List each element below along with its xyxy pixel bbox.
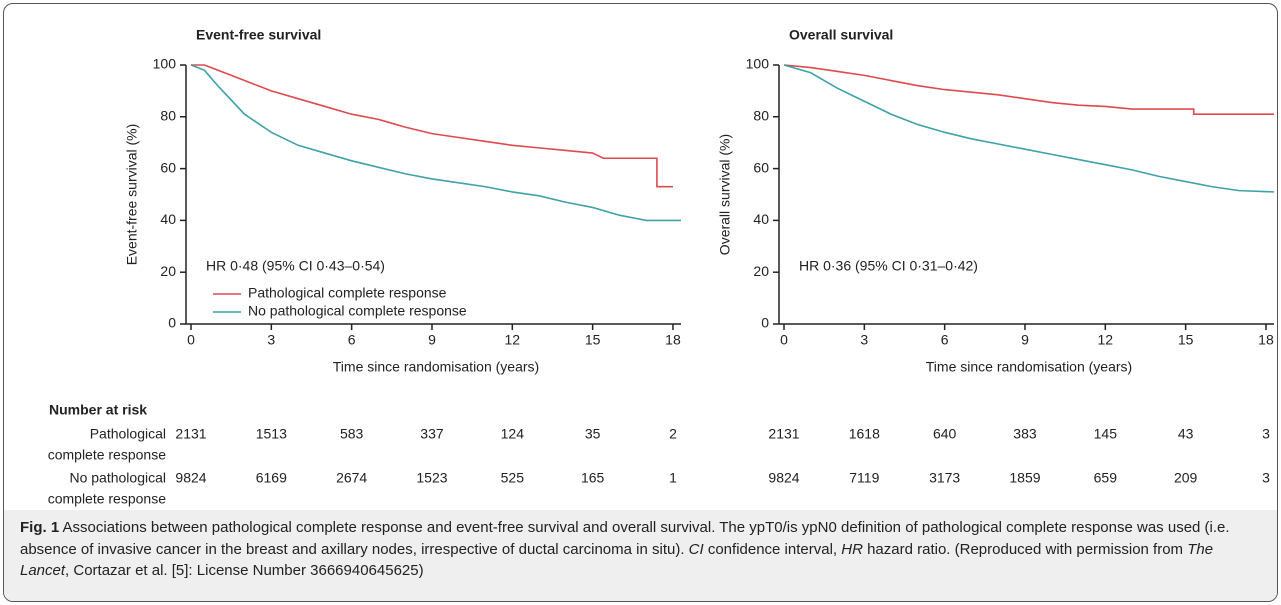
annotation: HR 0·36 (95% CI 0·31–0·42): [799, 258, 978, 274]
survival-curve: [783, 64, 1275, 193]
chart-title: Event-free survival: [196, 27, 321, 43]
risk-count: 1618: [849, 426, 880, 442]
risk-count: 145: [1094, 426, 1118, 442]
risk-count: 383: [1013, 426, 1037, 442]
caption-text: HR: [841, 540, 863, 558]
x-tick-label: 0: [780, 332, 788, 348]
y-tick-label: 80: [753, 108, 769, 124]
risk-count: 1523: [416, 470, 447, 486]
legend-label: No pathological complete response: [248, 303, 467, 319]
risk-count: 659: [1094, 470, 1118, 486]
risk-count: 7119: [849, 470, 879, 486]
caption-text: confidence interval,: [703, 540, 842, 558]
y-tick-label: 60: [753, 159, 769, 175]
risk-count: 2131: [175, 426, 206, 442]
risk-row-label: No pathological: [69, 470, 166, 486]
y-tick-label: 100: [153, 56, 177, 72]
x-axis-label: Time since randomisation (years): [926, 359, 1132, 375]
risk-count: 525: [501, 470, 525, 486]
risk-count: 124: [501, 426, 525, 442]
x-axis-label: Time since randomisation (years): [333, 359, 539, 375]
x-tick-label: 15: [1178, 332, 1194, 348]
caption-text: CI: [688, 540, 704, 558]
risk-count: 1513: [256, 426, 287, 442]
x-tick-label: 0: [187, 332, 195, 348]
risk-count: 2674: [336, 470, 367, 486]
y-tick-label: 60: [160, 159, 176, 175]
caption-text: hazard ratio. (Reproduced with permissio…: [862, 540, 1188, 558]
caption-text: , Cortazar et al. [5]: License Number 36…: [65, 562, 424, 579]
risk-count: 209: [1174, 470, 1198, 486]
risk-row-label: complete response: [48, 491, 167, 507]
chart-title: Overall survival: [789, 27, 893, 43]
y-tick-label: 0: [761, 315, 769, 331]
y-tick-label: 0: [168, 315, 176, 331]
legend-label: Pathological complete response: [248, 285, 447, 301]
y-tick-label: 20: [753, 263, 769, 279]
survival-curve: [783, 64, 1274, 116]
risk-count: 43: [1178, 426, 1194, 442]
y-tick-label: 20: [160, 263, 176, 279]
risk-count: 3: [1262, 426, 1270, 442]
x-tick-label: 15: [585, 332, 601, 348]
y-tick-label: 40: [160, 211, 176, 227]
risk-count: 35: [585, 426, 601, 442]
risk-count: 583: [340, 426, 364, 442]
risk-count: 6169: [256, 470, 287, 486]
risk-row-label: Pathological: [90, 426, 166, 442]
survival-curve: [190, 64, 681, 222]
y-tick-label: 100: [746, 56, 770, 72]
risk-count: 1859: [1009, 470, 1040, 486]
risk-count: 3173: [929, 470, 960, 486]
y-tick-label: 40: [753, 211, 769, 227]
x-tick-label: 3: [267, 332, 275, 348]
annotation: HR 0·48 (95% CI 0·43–0·54): [206, 258, 385, 274]
risk-table-title: Number at risk: [49, 402, 147, 418]
risk-count: 1: [669, 470, 677, 486]
risk-count: 337: [420, 426, 444, 442]
y-axis-label: Overall survival (%): [717, 134, 733, 255]
x-tick-label: 18: [665, 332, 681, 348]
caption: Fig. 1 Associations between pathological…: [4, 510, 1277, 601]
x-tick-label: 3: [860, 332, 868, 348]
risk-count: 9824: [175, 470, 206, 486]
caption-label: Fig. 1: [20, 519, 60, 536]
x-tick-label: 9: [1021, 332, 1029, 348]
risk-count: 165: [581, 470, 605, 486]
figure: Event-free survival 0 20 40 60 80 100 0 3 6 9 12 15 1…: [3, 3, 1278, 602]
survival-curve: [191, 64, 673, 188]
risk-count: 2: [669, 426, 677, 442]
risk-row-label: complete response: [48, 447, 167, 463]
x-tick-label: 6: [348, 332, 356, 348]
risk-count: 640: [933, 426, 957, 442]
risk-count: 9824: [768, 470, 799, 486]
caption-text: The Lancet: [20, 540, 1214, 580]
x-tick-label: 12: [1098, 332, 1114, 348]
x-tick-label: 9: [428, 332, 436, 348]
caption-text: Associations between pathological comple…: [20, 519, 1230, 558]
x-tick-label: 6: [941, 332, 949, 348]
y-tick-label: 80: [160, 108, 176, 124]
risk-count: 3: [1262, 470, 1270, 486]
risk-count: 2131: [768, 426, 799, 442]
y-axis-label: Event-free survival (%): [124, 124, 140, 266]
x-tick-label: 18: [1258, 332, 1274, 348]
x-tick-label: 12: [505, 332, 521, 348]
